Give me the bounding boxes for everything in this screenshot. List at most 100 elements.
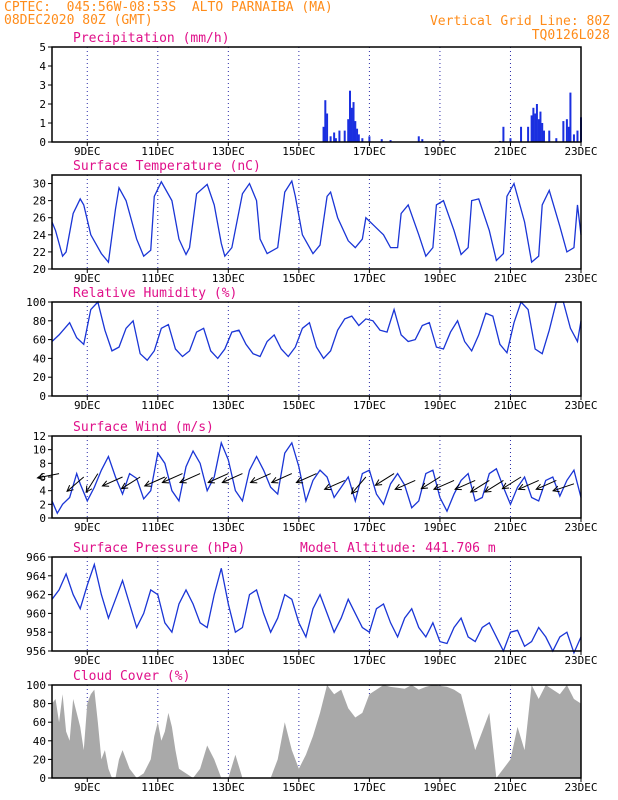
precipitation-frame xyxy=(51,46,582,143)
wind-arrow-shaft xyxy=(66,476,85,492)
wind-arrow-shaft xyxy=(37,473,60,479)
wind-arrow-head xyxy=(161,477,170,484)
precipitation-y-tick-label: 4 xyxy=(39,60,46,73)
wind-arrow xyxy=(394,479,416,491)
humidity-y-tick-label: 0 xyxy=(39,390,46,403)
header-station: CPTEC: 045:56W-08:53S ALTO PARNAIBA (MA) xyxy=(4,0,333,15)
humidity-x-tick-label: 15DEC xyxy=(282,399,315,412)
humidity-x-tick-label: 9DEC xyxy=(74,399,101,412)
temperature-y-tick-label: 28 xyxy=(33,195,46,208)
precipitation-bar xyxy=(354,121,357,142)
precipitation-bar xyxy=(509,138,512,142)
wind-arrow xyxy=(483,479,504,493)
precipitation-panel: Precipitation (mm/h) 0 1 2 3 4 5 9DEC 11DEC 13DEC… xyxy=(39,31,597,158)
precipitation-bar xyxy=(352,102,355,142)
pressure-y-tick-label: 956 xyxy=(26,645,46,658)
precipitation-bar xyxy=(537,119,540,142)
wind-arrow-shaft xyxy=(433,479,455,490)
precipitation-bar xyxy=(350,107,353,142)
cloud-cover-y-tick-label: 60 xyxy=(33,716,46,729)
temperature-x-tick-label: 17DEC xyxy=(353,272,386,285)
wind-y-tick-label: 4 xyxy=(39,485,46,498)
pressure-y-tick-label: 962 xyxy=(26,589,46,602)
precipitation-x-tick-label: 9DEC xyxy=(74,145,101,158)
humidity-y-tick-label: 80 xyxy=(33,315,46,328)
humidity-line xyxy=(51,300,582,362)
precipitation-title: Precipitation (mm/h) xyxy=(73,31,230,46)
wind-arrow-shaft xyxy=(454,479,476,490)
wind-y-tick-label: 12 xyxy=(33,430,46,443)
cloud-cover-y-tick-label: 0 xyxy=(39,772,46,785)
pressure-x-tick-label: 11DEC xyxy=(141,654,174,667)
wind-arrow xyxy=(374,473,395,486)
temperature-title: Surface Temperature (nC) xyxy=(73,159,261,174)
precipitation-x-tick-label: 11DEC xyxy=(141,145,174,158)
cloud-cover-x-tick-label: 21DEC xyxy=(494,781,527,794)
temperature-x-tick-label: 11DEC xyxy=(141,272,174,285)
temperature-x-tick-label: 9DEC xyxy=(74,272,101,285)
precipitation-bar xyxy=(421,139,424,142)
humidity-frame xyxy=(51,301,582,397)
wind-arrow-head xyxy=(374,479,383,486)
precipitation-x-tick-label: 15DEC xyxy=(282,145,315,158)
temperature-x-tick-label: 15DEC xyxy=(282,272,315,285)
wind-arrow-shaft xyxy=(296,473,317,483)
wind-arrow xyxy=(469,479,490,493)
precipitation-bar xyxy=(389,140,392,142)
wind-arrow-shaft xyxy=(536,479,557,490)
wind-arrow-shaft xyxy=(162,473,183,483)
precipitation-x-tick-label: 21DEC xyxy=(494,145,527,158)
temperature-y-tick-label: 30 xyxy=(33,178,46,191)
wind-arrow xyxy=(36,473,60,481)
pressure-frame xyxy=(51,556,582,652)
wind-x-tick-label: 23DEC xyxy=(564,521,597,534)
wind-arrow-head xyxy=(517,483,526,491)
wind-y-tick-label: 0 xyxy=(39,512,46,525)
wind-arrow-head xyxy=(483,486,492,493)
wind-arrow xyxy=(207,473,229,484)
cloud-cover-x-tick-label: 13DEC xyxy=(212,781,245,794)
precipitation-y-tick-label: 5 xyxy=(39,41,46,54)
wind-title: Surface Wind (m/s) xyxy=(73,420,214,435)
wind-arrow-head xyxy=(143,480,152,487)
wind-arrow-shaft xyxy=(394,479,416,490)
wind-arrow xyxy=(295,473,317,484)
wind-arrow-head xyxy=(350,487,358,495)
wind-y-tick-label: 6 xyxy=(39,471,46,484)
cloud-cover-panel: Cloud Cover (%) 0 20 40 60 80 100 9DEC 11DEC 13DE… xyxy=(26,669,597,794)
precipitation-y-tick-label: 0 xyxy=(39,136,46,149)
wind-arrow-head xyxy=(535,483,543,491)
precipitation-bar xyxy=(548,130,551,142)
precipitation-bar xyxy=(541,123,544,142)
cloud-cover-x-tick-label: 9DEC xyxy=(74,781,101,794)
wind-arrow xyxy=(420,476,441,490)
precipitation-bar xyxy=(555,138,558,142)
precipitation-bar xyxy=(532,107,535,142)
precipitation-x-tick-label: 13DEC xyxy=(212,145,245,158)
wind-arrow-shaft xyxy=(271,473,293,483)
wind-arrow-head xyxy=(323,483,332,491)
pressure-x-tick-label: 15DEC xyxy=(282,654,315,667)
wind-frame xyxy=(51,435,582,519)
precipitation-bar xyxy=(333,132,336,142)
precipitation-y-tick-label: 1 xyxy=(39,117,46,130)
pressure-subtitle: Model Altitude: 441.706 m xyxy=(300,541,496,556)
humidity-panel: Relative Humidity (%) 0 20 40 60 80 100 9DEC 11D… xyxy=(26,286,597,412)
wind-arrow xyxy=(535,479,557,491)
precipitation-bar xyxy=(527,126,530,142)
pressure-x-tick-label: 23DEC xyxy=(564,654,597,667)
wind-x-tick-label: 11DEC xyxy=(141,521,174,534)
precipitation-bar xyxy=(326,113,329,142)
humidity-y-tick-label: 100 xyxy=(26,296,46,309)
precipitation-bar xyxy=(361,138,364,142)
wind-arrow-head xyxy=(270,477,279,484)
precipitation-bar xyxy=(349,90,352,142)
precipitation-bar xyxy=(334,138,337,142)
wind-arrow xyxy=(501,476,522,490)
wind-arrow-head xyxy=(178,477,187,484)
wind-x-tick-label: 9DEC xyxy=(74,521,101,534)
wind-arrow xyxy=(221,473,243,484)
precipitation-x-tick-label: 17DEC xyxy=(353,145,386,158)
wind-arrow-head xyxy=(394,483,402,491)
